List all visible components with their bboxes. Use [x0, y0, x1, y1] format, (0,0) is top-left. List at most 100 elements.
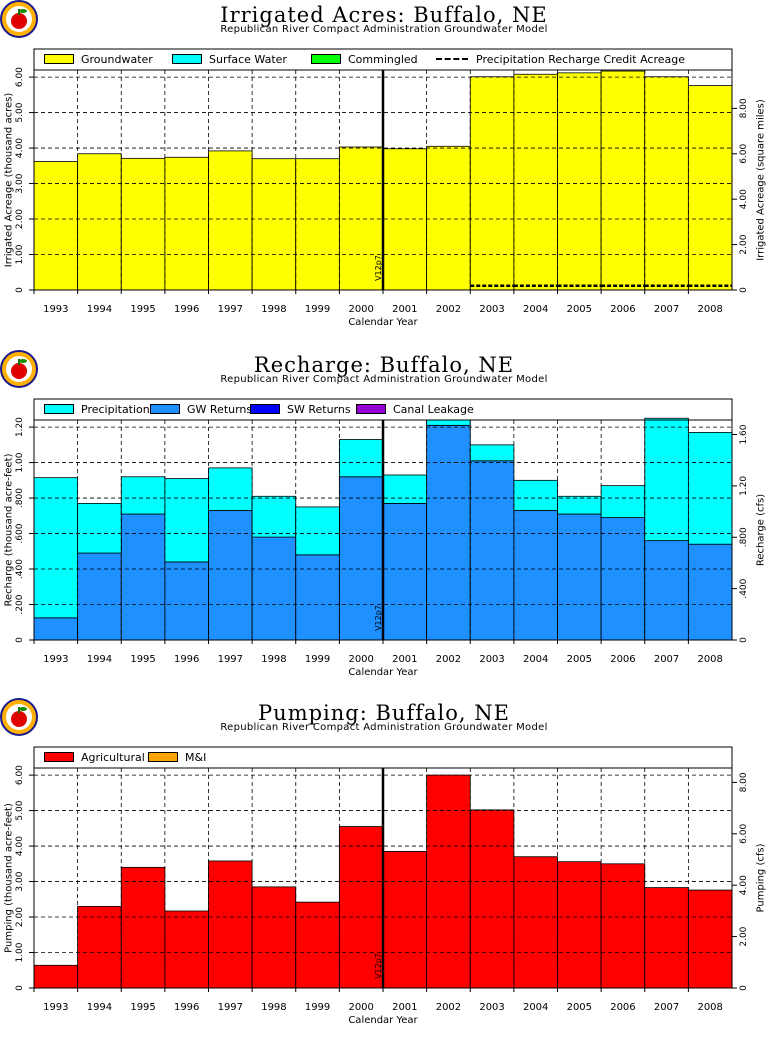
- irrigated-acres-chart: Irrigated Acres: Buffalo, NE Republican …: [0, 0, 768, 340]
- x-tick-label: 1993: [43, 654, 68, 665]
- bar-gw-returns: [644, 540, 689, 641]
- legend-item-surface-water: Surface Water: [172, 52, 287, 66]
- y-right-tick-label: 6.00: [739, 143, 749, 163]
- legend-item-commingled: Commingled: [311, 52, 418, 66]
- x-tick-label: 2001: [392, 654, 417, 665]
- x-tick-label: 1998: [261, 654, 286, 665]
- x-tick-label: 2000: [348, 1002, 373, 1013]
- y-right-tick-label: 1.60: [739, 424, 749, 444]
- x-tick-label: 1995: [130, 1002, 155, 1013]
- bar-precipitation: [557, 495, 602, 515]
- x-tick-label: 1998: [261, 304, 286, 315]
- y-tick-label: 1.00: [15, 244, 25, 264]
- x-tick-label: 1998: [261, 1002, 286, 1013]
- legend-item-mi: M&I: [148, 750, 206, 764]
- bar-groundwater: [557, 72, 602, 291]
- x-tick-label: 2003: [479, 1002, 504, 1013]
- bar-agricultural: [557, 861, 602, 989]
- bar-groundwater: [426, 145, 471, 291]
- bar-groundwater: [513, 73, 558, 291]
- y-right-axis-title: Recharge (cfs): [756, 494, 767, 566]
- legend-label: Agricultural: [81, 750, 145, 764]
- bar-agricultural: [338, 826, 384, 989]
- bar-gw-returns: [208, 510, 253, 641]
- x-tick-label: 2006: [610, 654, 635, 665]
- legend-dashed-line: [436, 58, 468, 60]
- x-axis-title: Calendar Year: [348, 317, 418, 328]
- y-right-tick-label: 8.00: [739, 772, 749, 792]
- bar-groundwater: [33, 161, 79, 291]
- legend-swatch-gw-returns: [150, 404, 180, 414]
- legend-label: Canal Leakage: [393, 402, 474, 416]
- legend-frame: [33, 398, 733, 421]
- y-right-tick-label: 8.00: [739, 98, 749, 118]
- legend-item-precipitation: Precipitation: [44, 402, 150, 416]
- bar-gw-returns: [295, 554, 340, 641]
- x-tick-label: 1997: [218, 654, 243, 665]
- plot-area: V12p7 0 1.00 2.00 3.00 4.00 5.00 6.00 0 2.00 4.00 6…: [4, 48, 767, 328]
- bar-precipitation: [687, 432, 733, 545]
- y-tick-label: .600: [15, 523, 25, 543]
- legend-swatch-agricultural: [44, 752, 74, 762]
- bar-gw-returns: [251, 536, 297, 641]
- y-right-tick-label: 6.00: [739, 824, 749, 844]
- y-right-tick-label: .400: [739, 578, 749, 598]
- x-tick-label: 1994: [87, 304, 112, 315]
- y-right-axis-title: Pumping (cfs): [756, 843, 767, 912]
- bar-precipitation: [513, 479, 558, 511]
- x-tick-label: 1996: [174, 304, 199, 315]
- y-tick-label: 4.00: [15, 138, 25, 158]
- legend-label: Precipitation: [81, 402, 150, 416]
- model-version-label: V12p7: [374, 953, 383, 979]
- bar-agricultural: [644, 887, 689, 989]
- legend-item-agricultural: Agricultural: [44, 750, 145, 764]
- y-tick-label: 5.00: [15, 800, 25, 820]
- bar-precipitation: [33, 477, 79, 619]
- x-axis-title: Calendar Year: [348, 667, 418, 678]
- bar-agricultural: [33, 964, 79, 989]
- apple-logo-icon: [0, 0, 38, 38]
- bar-gw-returns: [513, 510, 558, 641]
- apple-logo-icon: [0, 350, 38, 388]
- x-tick-label: 2006: [610, 304, 635, 315]
- bar-gw-returns: [164, 561, 209, 641]
- bar-groundwater: [251, 158, 297, 291]
- x-tick-label: 2008: [697, 654, 722, 665]
- y-axis-title: Recharge (thousand acre-feet): [4, 453, 15, 606]
- x-tick-label: 1999: [305, 304, 330, 315]
- y-tick-label: 1.20: [15, 417, 25, 437]
- legend-swatch-surface-water: [172, 54, 202, 64]
- y-tick-label: 0: [15, 637, 25, 643]
- x-tick-label: 2001: [392, 1002, 417, 1013]
- y-right-tick-label: 0: [739, 985, 749, 991]
- x-tick-label: 2007: [654, 654, 679, 665]
- bar-agricultural: [77, 905, 122, 989]
- y-right-tick-label: 2.00: [739, 926, 749, 946]
- x-tick-label: 2002: [436, 304, 461, 315]
- x-tick-label: 2005: [567, 304, 592, 315]
- x-tick-label: 2004: [523, 1002, 548, 1013]
- chart-title: Irrigated Acres: Buffalo, NE: [220, 3, 548, 27]
- bar-precipitation: [164, 478, 209, 563]
- legend-item-sw-returns: SW Returns: [250, 402, 351, 416]
- legend-item-gw-returns: GW Returns: [150, 402, 252, 416]
- bar-gw-returns: [120, 513, 166, 641]
- x-tick-label: 1997: [218, 304, 243, 315]
- y-tick-label: 1.00: [15, 452, 25, 472]
- bar-gw-returns: [687, 543, 733, 641]
- x-tick-label: 1996: [174, 1002, 199, 1013]
- bar-gw-returns: [382, 502, 428, 641]
- bar-agricultural: [687, 889, 733, 989]
- bar-precipitation: [338, 439, 384, 478]
- legend-swatch-precipitation: [44, 404, 74, 414]
- model-version-label: V12p7: [374, 605, 383, 631]
- bar-precipitation: [426, 419, 471, 426]
- legend-label: Groundwater: [81, 52, 153, 66]
- y-tick-label: 2.00: [15, 907, 25, 927]
- legend-swatch-sw-returns: [250, 404, 280, 414]
- bar-groundwater: [208, 150, 253, 291]
- x-tick-label: 1997: [218, 1002, 243, 1013]
- legend-swatch-groundwater: [44, 54, 74, 64]
- y-tick-label: .200: [15, 594, 25, 614]
- plot-area: V12p7 0 .200 .400 .600 .800 1.00 1.20 0 .400 .800 1…: [4, 398, 767, 678]
